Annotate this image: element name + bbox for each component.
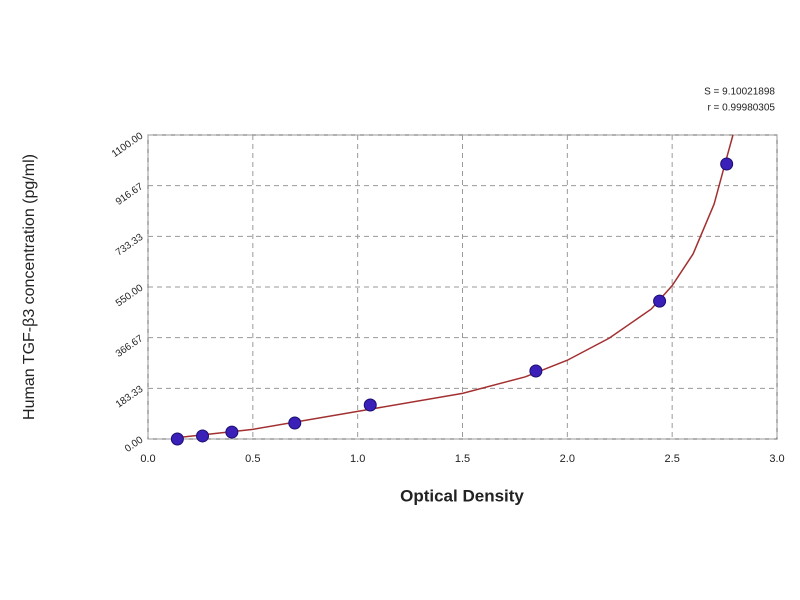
data-point xyxy=(288,416,302,430)
x-tick-label: 1.5 xyxy=(455,453,470,465)
data-point xyxy=(196,429,210,443)
annotation: S = 9.10021898 xyxy=(704,87,775,98)
y-tick-label: 0.00 xyxy=(123,434,146,454)
y-tick-label: 916.67 xyxy=(114,181,146,208)
data-point xyxy=(720,157,734,171)
y-tick-label: 550.00 xyxy=(114,282,146,309)
x-tick-label: 0.5 xyxy=(245,453,260,465)
x-tick-label: 2.0 xyxy=(560,453,575,465)
y-tick-label: 183.33 xyxy=(114,384,146,411)
y-axis-label: Human TGF-β3 concentration (pg/ml) xyxy=(21,154,38,420)
data-point xyxy=(170,432,184,446)
data-point xyxy=(225,425,239,439)
fit-curve xyxy=(177,134,734,439)
y-tick-label: 366.67 xyxy=(114,333,146,360)
x-tick-label: 1.0 xyxy=(350,453,365,465)
x-tick-label: 3.0 xyxy=(769,453,784,465)
data-point xyxy=(653,294,667,308)
annotation: r = 0.99980305 xyxy=(707,103,775,114)
x-tick-label: 0.0 xyxy=(140,453,155,465)
data-point xyxy=(529,364,543,378)
y-tick-label: 1100.00 xyxy=(110,130,146,160)
y-tick-label: 733.33 xyxy=(114,232,146,259)
x-tick-label: 2.5 xyxy=(665,453,680,465)
x-axis-label: Optical Density xyxy=(400,486,524,505)
data-point xyxy=(363,398,377,412)
